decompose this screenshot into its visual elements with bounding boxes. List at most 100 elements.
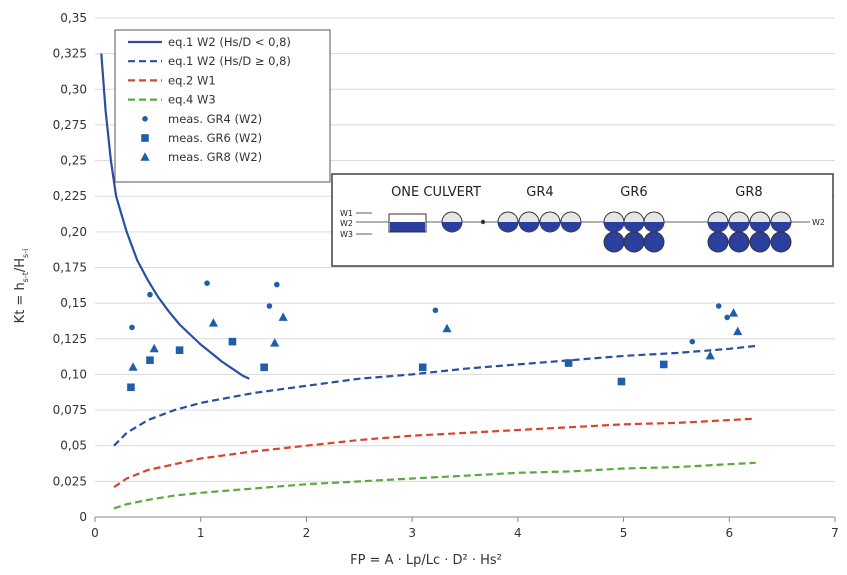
inset-one-culvert-fill <box>390 222 425 232</box>
legend-marker <box>140 152 150 161</box>
culvert-inset: ONE CULVERT GR4 GR6 GR8 W1 W2 W3 W2 <box>331 173 834 267</box>
y-axis-title-slash: /H <box>13 258 28 272</box>
series-line-0 <box>100 53 250 380</box>
y-tick-label: 0,125 <box>53 332 87 346</box>
series-line-2 <box>113 417 756 489</box>
axes: 0 0,025 0,05 0,075 0,10 0,125 0,15 0,175 0,20 0,2… <box>53 11 839 540</box>
y-tick-label: 0 <box>79 510 87 524</box>
inset-pipe-full <box>728 231 750 253</box>
y-tick-label: 0,225 <box>53 189 87 203</box>
data-point-series-5 <box>175 346 184 354</box>
y-tick-label: 0,325 <box>53 47 87 61</box>
y-tick-label: 0,025 <box>53 474 87 488</box>
series-line-3 <box>113 461 756 510</box>
data-point-series-4 <box>724 314 730 321</box>
data-point-series-5 <box>659 360 668 369</box>
y-axis-title-sub1: s-t <box>21 272 30 282</box>
y-tick-label: 0,10 <box>60 367 87 381</box>
x-tick-label: 3 <box>408 526 416 540</box>
inset-pipe-full <box>770 231 792 253</box>
x-tick-label: 0 <box>91 526 99 540</box>
data-point-series-5 <box>418 363 427 372</box>
x-tick-label: 4 <box>514 526 522 540</box>
inset-level-w3: W3 <box>340 230 353 239</box>
data-point-series-5 <box>146 356 154 364</box>
inset-pipe-fill <box>624 222 644 232</box>
inset-marker <box>480 219 486 225</box>
data-point-series-6 <box>270 338 280 347</box>
y-tick-label: 0,30 <box>60 82 87 96</box>
y-axis-title: Kt = hs-t/Hs-i <box>13 249 30 324</box>
legend: eq.1 W2 (Hs/D < 0,8) eq.1 W2 (Hs/D ≥ 0,8)… <box>114 29 331 183</box>
data-point-series-5 <box>564 359 573 367</box>
data-point-series-6 <box>728 308 739 317</box>
data-point-series-6 <box>149 343 159 353</box>
data-point-series-5 <box>617 377 626 386</box>
inset-pipe-fill <box>604 222 624 232</box>
inset-gr6-group <box>603 211 665 253</box>
inset-level-w1: W1 <box>340 209 353 218</box>
inset-label-gr8: GR8 <box>735 185 762 200</box>
data-point-series-4 <box>274 281 280 288</box>
x-tick-label: 1 <box>197 526 205 540</box>
inset-pipe-fill <box>771 222 791 232</box>
data-point-series-6 <box>208 318 218 327</box>
inset-pipe-fill <box>498 222 518 232</box>
inset-pipe-fill <box>729 222 749 232</box>
data-point-series-4 <box>204 280 210 286</box>
x-tick-label: 2 <box>303 526 311 540</box>
y-tick-label: 0,20 <box>60 225 87 239</box>
y-tick-label: 0,275 <box>53 118 87 132</box>
legend-label: eq.1 W2 (Hs/D ≥ 0,8) <box>168 54 291 68</box>
y-axis-title-main: Kt = h <box>13 282 28 323</box>
legend-frame <box>114 29 331 183</box>
x-tick-label: 7 <box>831 526 839 540</box>
legend-label: meas. GR4 (W2) <box>168 112 262 126</box>
y-tick-label: 0,05 <box>60 439 87 453</box>
inset-pipe-fill <box>750 222 770 232</box>
inset-label-one-culvert: ONE CULVERT <box>391 185 481 200</box>
legend-label: meas. GR8 (W2) <box>168 150 262 164</box>
legend-marker <box>141 134 149 142</box>
data-point-series-4 <box>689 338 696 345</box>
data-point-series-6 <box>733 326 743 336</box>
data-point-series-4 <box>147 291 153 298</box>
data-point-series-6 <box>278 312 288 321</box>
legend-label: meas. GR6 (W2) <box>168 131 262 145</box>
curves <box>100 53 756 510</box>
inset-label-gr4: GR4 <box>526 185 553 200</box>
inset-one-culvert-pipe-fill <box>442 222 462 232</box>
inset-pipe-fill <box>540 222 560 232</box>
legend-label: eq.2 W1 <box>168 73 216 87</box>
inset-gr4-group <box>480 211 582 233</box>
series-line-1 <box>113 344 756 447</box>
inset-level-w2: W2 <box>340 219 353 228</box>
y-axis-title-sub2: s-i <box>21 249 30 258</box>
inset-pipe-full <box>603 231 625 253</box>
inset-pipe-fill <box>561 222 581 232</box>
x-axis-title: FP = A · Lp/Lc · D² · Hs² <box>350 553 502 568</box>
y-tick-label: 0,25 <box>60 154 87 168</box>
data-point-series-5 <box>228 337 237 346</box>
inset-pipe-fill <box>708 222 728 232</box>
legend-label: eq.4 W3 <box>168 93 216 107</box>
data-point-series-6 <box>705 350 715 360</box>
inset-gr8-group <box>707 211 792 253</box>
y-tick-label: 0,35 <box>60 11 87 25</box>
inset-pipe-full <box>707 231 729 253</box>
inset-pipe-fill <box>519 222 539 232</box>
x-tick-label: 5 <box>620 526 628 540</box>
legend-marker <box>142 116 148 122</box>
data-point-series-6 <box>128 362 138 371</box>
x-tick-label: 6 <box>725 526 733 540</box>
y-tick-label: 0,075 <box>53 403 87 417</box>
grid-lines <box>95 17 835 482</box>
inset-pipe-full <box>623 231 645 253</box>
inset-pipe-full <box>643 231 665 253</box>
data-point-series-5 <box>127 383 135 392</box>
data-point-series-4 <box>129 324 135 331</box>
data-point-series-4 <box>715 303 722 309</box>
data-point-series-4 <box>266 303 273 309</box>
inset-pipe-fill <box>644 222 664 232</box>
